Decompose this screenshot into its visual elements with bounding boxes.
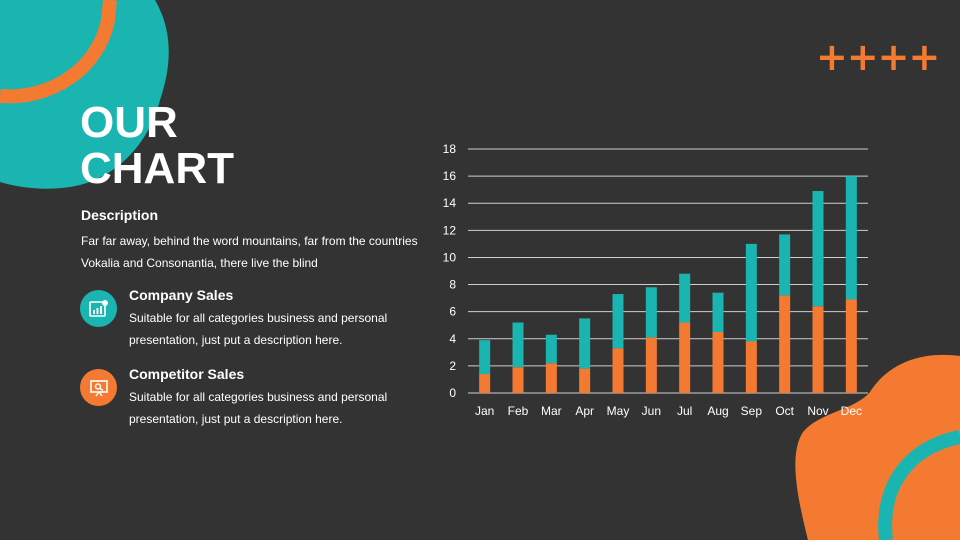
bar-dec-segment-1 [845,299,857,393]
competitor-sales-text: Suitable for all categories business and… [129,390,388,426]
slide-title: OUR CHART [80,100,234,192]
description-body: Far far away, behind the word mountains,… [81,234,418,270]
competitor-sales-title: Competitor Sales [129,366,245,382]
x-tick-label: Feb [508,404,529,418]
y-tick-label: 10 [443,250,457,264]
y-tick-label: 12 [443,223,457,237]
title-line-1: OUR [80,98,178,147]
x-tick-label: Sep [741,404,763,418]
bar-jan-segment-1 [479,374,491,393]
bar-may-segment-2 [612,294,624,349]
bar-may-segment-1 [612,348,624,393]
chart-report-icon [80,290,117,327]
x-tick-label: May [607,404,630,418]
title-line-2: CHART [80,144,234,193]
x-tick-label: Jan [475,404,494,418]
teal-ring-bottom-right [878,430,960,540]
chart-x-ticks: Jan Feb Mar Apr May Jun Jul Aug Sep Oct Nov Dec [475,404,862,418]
bar-sep-segment-2 [745,243,757,342]
monthly-sales-chart: 0 2 4 6 8 10 12 14 16 18 Jan Feb Mar Apr May Jun Jul Aug… [443,142,868,418]
y-tick-label: 6 [449,305,456,319]
y-tick-label: 2 [449,359,456,373]
company-sales-title: Company Sales [129,287,234,303]
x-tick-label: Jun [642,404,661,418]
bar-oct-segment-2 [779,234,791,296]
x-tick-label: Apr [575,404,594,418]
y-tick-label: 18 [443,142,457,156]
bar-jul-segment-2 [679,273,691,323]
bar-jul-segment-1 [679,322,691,393]
y-tick-label: 0 [449,386,456,400]
y-tick-label: 4 [449,332,456,346]
bar-feb-segment-2 [512,322,524,368]
x-tick-label: Oct [775,404,794,418]
chart-gridlines [468,148,868,394]
bar-aug-segment-1 [712,332,724,393]
bar-oct-segment-1 [779,295,791,393]
orange-ring-top-left [0,0,117,104]
x-tick-label: Dec [841,404,862,418]
bar-aug-segment-2 [712,292,724,332]
x-tick-label: Nov [807,404,828,418]
x-tick-label: Mar [541,404,562,418]
bar-dec-segment-2 [845,176,857,300]
bar-jan-segment-2 [479,340,491,375]
bar-nov-segment-2 [812,191,824,307]
plus-marks-decoration: ++++ [816,35,940,79]
bar-jun-segment-1 [645,337,657,393]
chart-bars [479,176,857,393]
bar-mar-segment-2 [545,334,557,364]
y-tick-label: 8 [449,278,456,292]
x-tick-label: Jul [677,404,692,418]
company-sales-text: Suitable for all categories business and… [129,311,388,347]
y-tick-label: 16 [443,169,457,183]
description-heading: Description [81,207,159,223]
y-tick-label: 14 [443,196,457,210]
bar-feb-segment-1 [512,367,524,393]
bar-nov-segment-1 [812,306,824,393]
chart-y-ticks: 0 2 4 6 8 10 12 14 16 18 [443,142,457,400]
bar-apr-segment-2 [579,318,591,369]
bar-mar-segment-1 [545,363,557,393]
presentation-board-icon [80,369,117,406]
bar-sep-segment-1 [745,341,757,393]
bar-jun-segment-2 [645,287,657,338]
bar-apr-segment-1 [579,368,591,393]
x-tick-label: Aug [707,404,728,418]
